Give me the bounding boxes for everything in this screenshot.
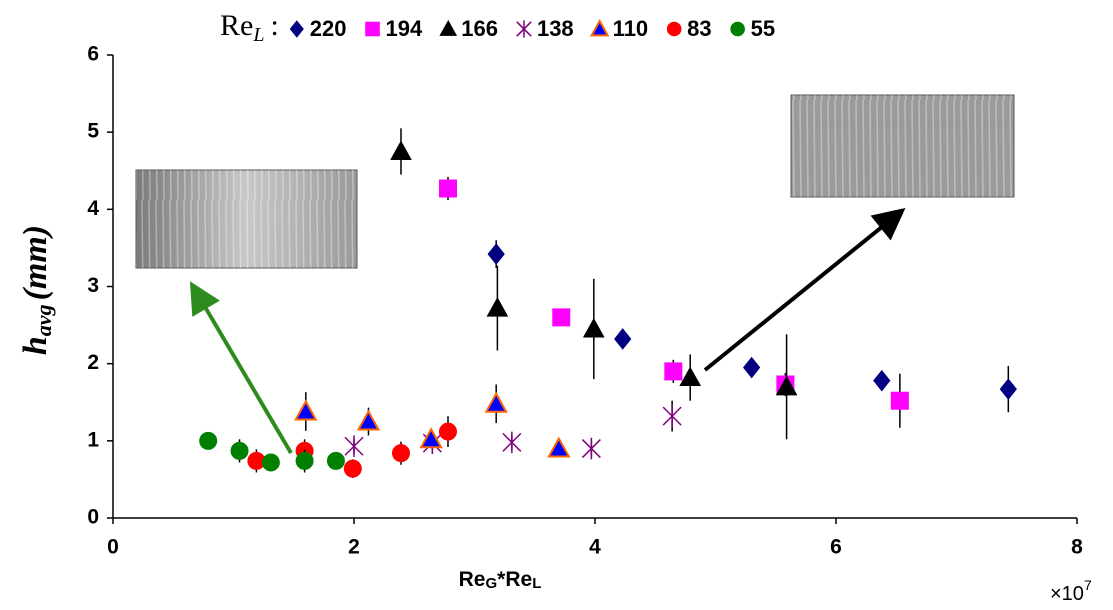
inset-image-right: [790, 94, 1015, 198]
marker-square: [552, 308, 571, 327]
x-tick-label: 2: [348, 536, 360, 559]
y-tick-label: 0: [87, 506, 99, 529]
arrow-green: [189, 281, 293, 455]
marker-diamond: [873, 369, 891, 392]
marker-triangle: [356, 409, 381, 431]
y-label-unit: (mm): [17, 225, 54, 301]
marker-asterisk: [581, 437, 601, 460]
marker-triangle: [294, 399, 318, 421]
marker-circle: [391, 444, 410, 463]
marker-square: [365, 21, 380, 37]
y-tick-label: 3: [87, 274, 99, 297]
legend-label: 110: [613, 16, 649, 41]
legend-label: 220: [310, 16, 347, 41]
legend-label: 138: [537, 16, 574, 41]
marker-triangle: [775, 375, 798, 396]
x-tick-label: 8: [1071, 536, 1083, 559]
marker-asterisk: [662, 405, 682, 427]
marker-diamond: [487, 243, 505, 265]
x-tick-label: 4: [589, 536, 601, 559]
arrow-black: [703, 207, 906, 372]
y-tick-label: 4: [87, 197, 99, 220]
x-label-part: Re: [459, 568, 486, 591]
legend-label: 83: [687, 16, 711, 41]
marker-circle: [295, 451, 314, 470]
marker-diamond: [614, 328, 632, 350]
x-label-part: *Re: [497, 568, 532, 591]
x-tick-label: 0: [107, 536, 119, 559]
marker-triangle: [439, 19, 458, 36]
marker-circle: [230, 441, 249, 460]
legend-title-main: Re: [220, 9, 253, 42]
series: [438, 176, 909, 428]
legend-label: 55: [751, 16, 775, 41]
marker-square: [664, 362, 683, 381]
series: [294, 384, 571, 458]
y-tick-label: 2: [87, 351, 99, 374]
marker-asterisk: [502, 431, 522, 454]
x-axis-label: ReG*ReL: [459, 568, 542, 592]
marker-circle: [343, 459, 362, 478]
y-tick-label: 1: [87, 428, 99, 451]
marker-square: [438, 179, 457, 198]
marker-asterisk: [344, 435, 364, 458]
legend-title-sep: :: [270, 9, 278, 42]
series: [199, 431, 345, 473]
series: [390, 128, 798, 440]
x-label-sub: L: [532, 575, 541, 592]
series: [487, 240, 1017, 413]
legend-title: ReL:: [220, 9, 279, 46]
marker-diamond: [743, 356, 761, 379]
marker-triangle: [484, 391, 508, 413]
marker-square: [890, 391, 909, 410]
x-tick-label: 6: [830, 536, 842, 559]
marker-circle: [666, 21, 682, 37]
x-multiplier: ×107: [1050, 577, 1092, 606]
y-tick-label: 5: [87, 120, 99, 143]
marker-triangle: [547, 436, 571, 458]
marker-triangle: [390, 140, 412, 160]
legend-label: 166: [461, 16, 498, 41]
legend-label: 194: [386, 16, 423, 41]
marker-circle: [730, 21, 745, 37]
y-label-sub: avg: [31, 304, 56, 336]
y-tick-label: 6: [87, 43, 99, 66]
y-label-main: h: [17, 336, 54, 355]
y-axis-label: havg (mm): [17, 225, 56, 355]
marker-circle: [199, 431, 218, 450]
marker-triangle: [679, 366, 702, 387]
marker-triangle: [589, 18, 610, 37]
marker-circle: [326, 451, 345, 470]
marker-triangle: [582, 317, 605, 338]
legend-title-sub: L: [252, 24, 264, 46]
marker-diamond: [999, 378, 1017, 400]
marker-circle: [261, 453, 280, 472]
multiplier-exp: 7: [1084, 577, 1092, 593]
marker-triangle: [486, 297, 509, 317]
inset-image-left: [135, 169, 358, 269]
marker-diamond: [289, 20, 304, 38]
marker-asterisk: [516, 20, 532, 38]
marker-triangle: [419, 427, 443, 449]
marker-circle: [438, 422, 457, 441]
multiplier-base: ×10: [1050, 583, 1084, 605]
x-label-sub: G: [485, 575, 497, 592]
